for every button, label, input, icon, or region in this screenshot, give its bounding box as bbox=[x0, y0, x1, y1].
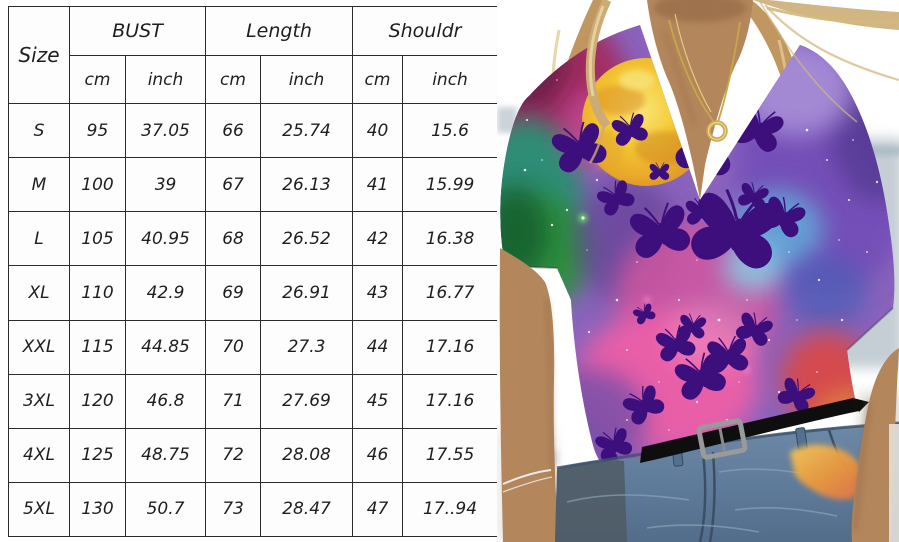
cell: 66 bbox=[205, 103, 262, 159]
size-label: 3XL bbox=[8, 373, 70, 429]
cell: 120 bbox=[69, 373, 126, 429]
belt-buckle bbox=[696, 418, 748, 460]
size-label: 4XL bbox=[8, 427, 70, 483]
cell: 71 bbox=[205, 373, 262, 429]
cell: 42.9 bbox=[124, 265, 207, 321]
table-row: 3XL 120 46.8 71 27.69 45 17.16 bbox=[8, 373, 499, 429]
unit-length-cm: cm bbox=[205, 55, 262, 105]
unit-shoulder-inch: inch bbox=[402, 55, 499, 105]
cell: 40.95 bbox=[124, 211, 207, 267]
cell: 69 bbox=[205, 265, 262, 321]
cell: 26.52 bbox=[260, 211, 354, 267]
cell: 95 bbox=[69, 103, 126, 159]
table-row: XL 110 42.9 69 26.91 43 16.77 bbox=[8, 265, 499, 321]
table-row: XXL 115 44.85 70 27.3 44 17.16 bbox=[8, 319, 499, 375]
cell: 37.05 bbox=[124, 103, 207, 159]
cell: 15.6 bbox=[402, 103, 499, 159]
cell: 17..94 bbox=[402, 481, 499, 538]
cell: 26.13 bbox=[260, 157, 354, 213]
cell: 40 bbox=[352, 103, 404, 159]
cell: 47 bbox=[352, 481, 404, 538]
header-bust: BUST bbox=[68, 5, 207, 57]
cell: 42 bbox=[352, 211, 404, 267]
unit-bust-cm: cm bbox=[69, 55, 126, 105]
cell: 41 bbox=[352, 157, 404, 213]
cell: 17.55 bbox=[402, 427, 499, 483]
hair-front-strands bbox=[585, 0, 899, 164]
cell: 17.16 bbox=[402, 319, 499, 375]
size-label: M bbox=[8, 157, 70, 213]
table-row: 4XL 125 48.75 72 28.08 46 17.55 bbox=[8, 427, 499, 483]
cell: 46.8 bbox=[124, 373, 207, 429]
cell: 44.85 bbox=[124, 319, 207, 375]
size-label: 5XL bbox=[8, 481, 70, 538]
cell: 46 bbox=[352, 427, 404, 483]
cell: 115 bbox=[69, 319, 126, 375]
unit-bust-inch: inch bbox=[124, 55, 207, 105]
left-arm bbox=[499, 248, 559, 542]
cell: 130 bbox=[69, 481, 126, 538]
cell: 44 bbox=[352, 319, 404, 375]
cell: 125 bbox=[69, 427, 126, 483]
table-row: S 95 37.05 66 25.74 40 15.6 bbox=[8, 103, 499, 159]
cell: 48.75 bbox=[124, 427, 207, 483]
cell: 70 bbox=[205, 319, 262, 375]
cell: 25.74 bbox=[260, 103, 354, 159]
shirt-hem-orange bbox=[790, 444, 866, 500]
cell: 68 bbox=[205, 211, 262, 267]
header-size: Size bbox=[8, 5, 70, 105]
table-row: L 105 40.95 68 26.52 42 16.38 bbox=[8, 211, 499, 267]
cell: 67 bbox=[205, 157, 262, 213]
right-arm bbox=[851, 348, 899, 542]
cell: 15.99 bbox=[402, 157, 499, 213]
cell: 45 bbox=[352, 373, 404, 429]
size-chart-table: Size BUST Length Shouldr cm inch cm inch… bbox=[8, 5, 499, 538]
cell: 28.47 bbox=[260, 481, 354, 538]
size-label: XL bbox=[8, 265, 70, 321]
header-shoulder: Shouldr bbox=[352, 5, 499, 57]
cell: 50.7 bbox=[124, 481, 207, 538]
product-photo bbox=[497, 0, 899, 542]
cell: 43 bbox=[352, 265, 404, 321]
size-label: XXL bbox=[8, 319, 70, 375]
cell: 105 bbox=[69, 211, 126, 267]
cell: 100 bbox=[69, 157, 126, 213]
cell: 28.08 bbox=[260, 427, 354, 483]
table-row: 5XL 130 50.7 73 28.47 47 17..94 bbox=[8, 481, 499, 538]
cell: 27.3 bbox=[260, 319, 354, 375]
size-label: L bbox=[8, 211, 70, 267]
cell: 27.69 bbox=[260, 373, 354, 429]
necklace bbox=[668, 13, 741, 142]
cell: 72 bbox=[205, 427, 262, 483]
cell: 16.77 bbox=[402, 265, 499, 321]
unit-length-inch: inch bbox=[260, 55, 354, 105]
table-row: M 100 39 67 26.13 41 15.99 bbox=[8, 157, 499, 213]
cell: 73 bbox=[205, 481, 262, 538]
cell: 26.91 bbox=[260, 265, 354, 321]
size-chart: Size BUST Length Shouldr cm inch cm inch… bbox=[8, 5, 499, 538]
cell: 39 bbox=[124, 157, 207, 213]
cell: 17.16 bbox=[402, 373, 499, 429]
cell: 16.38 bbox=[402, 211, 499, 267]
belt bbox=[640, 398, 869, 463]
cell: 110 bbox=[69, 265, 126, 321]
size-label: S bbox=[8, 103, 70, 159]
bracelet bbox=[502, 469, 553, 493]
unit-shoulder-cm: cm bbox=[352, 55, 404, 105]
jeans-highlights bbox=[566, 468, 838, 533]
header-length: Length bbox=[205, 5, 354, 57]
